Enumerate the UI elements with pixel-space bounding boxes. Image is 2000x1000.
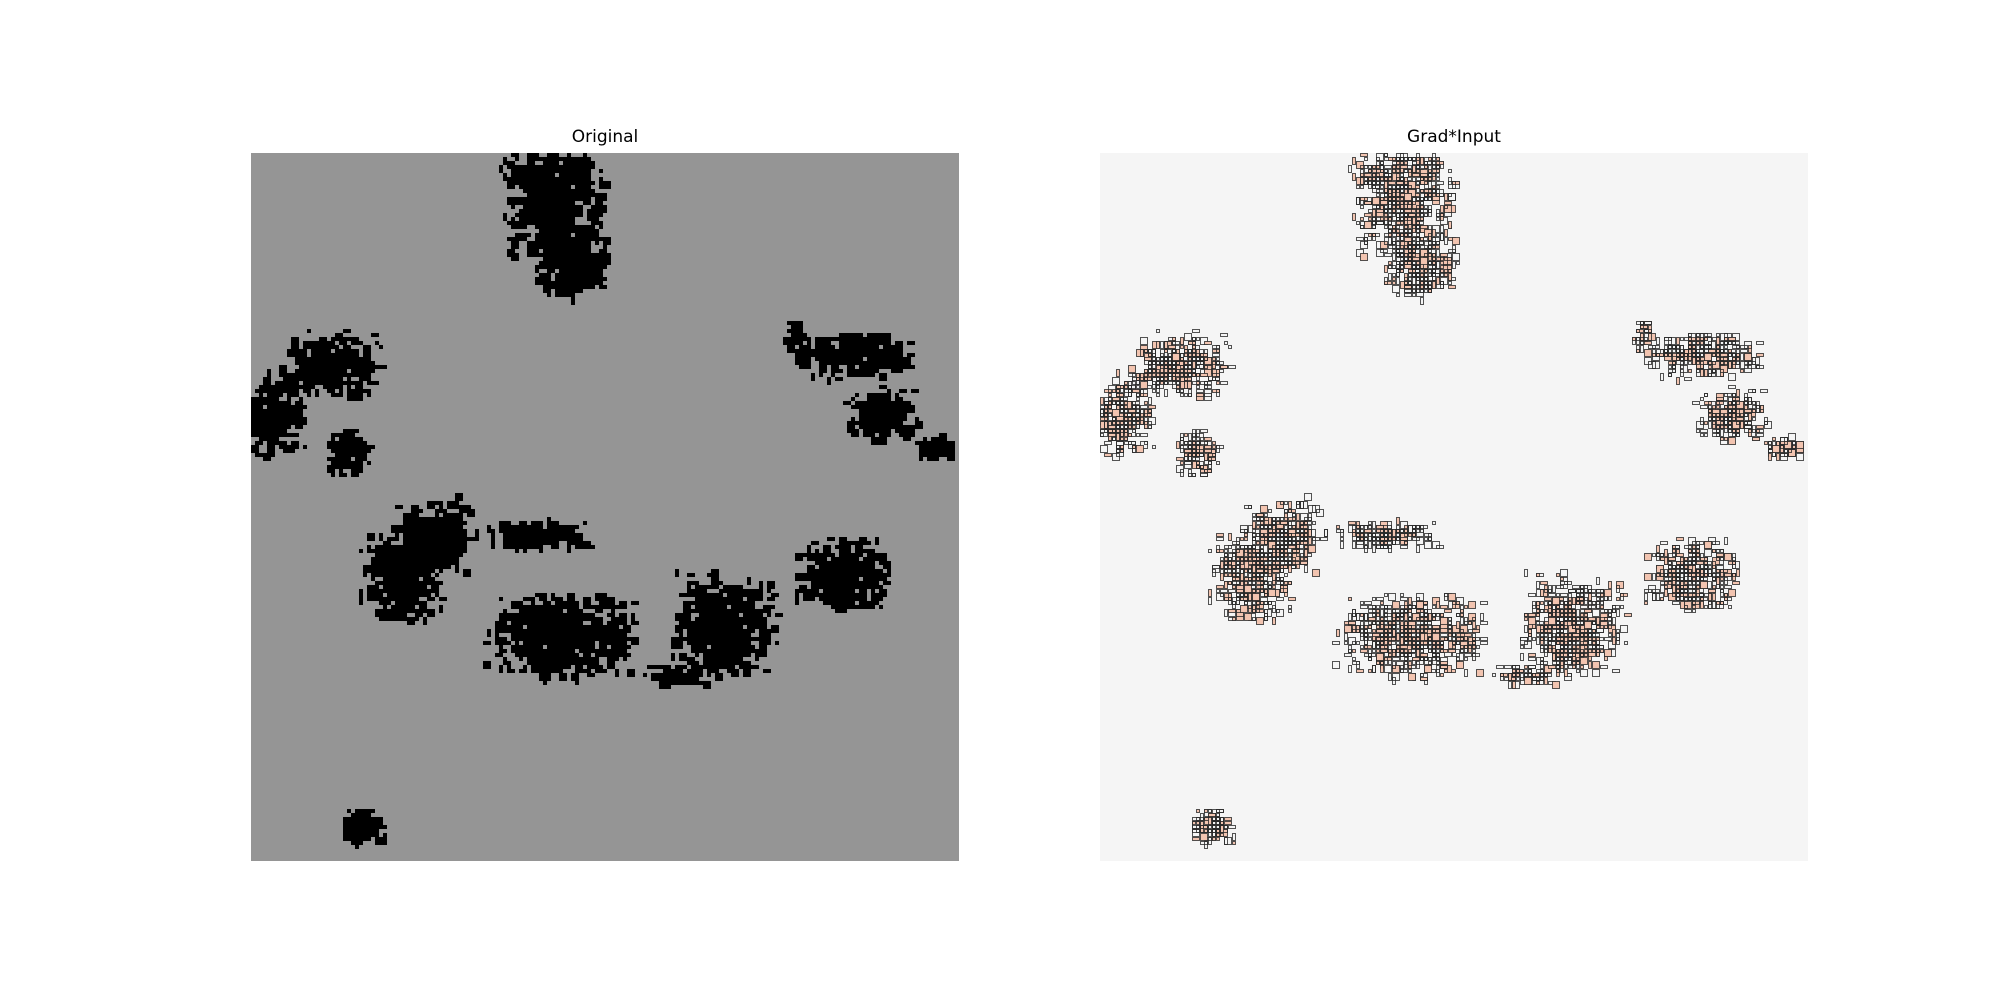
original-image [251,153,955,849]
panel-title-original: Original [571,127,639,147]
panel-title-grad-input: Grad*Input [1407,127,1501,147]
grad-input-image-panel [1100,153,1808,861]
original-image-panel [251,153,959,861]
grad-input-image [1100,153,1804,849]
